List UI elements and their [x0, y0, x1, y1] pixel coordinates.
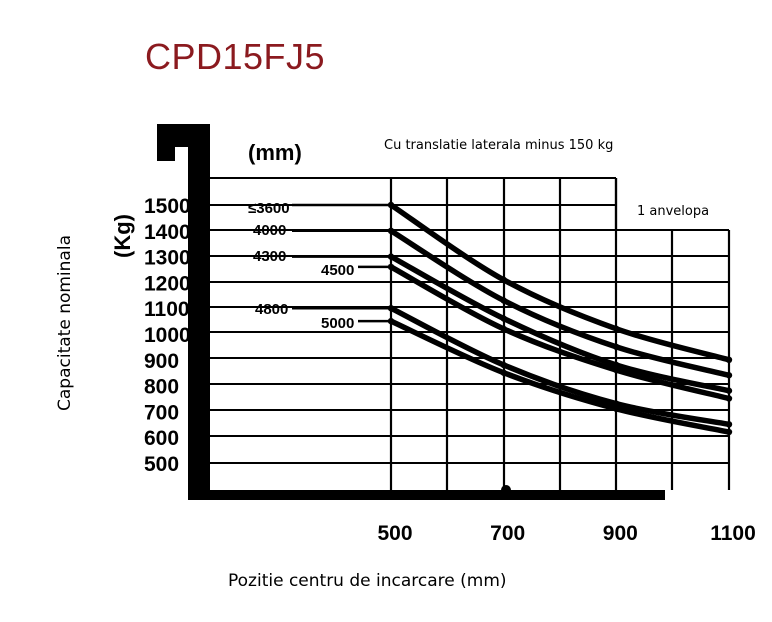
series-line [388, 305, 732, 428]
chart-series [292, 201, 733, 436]
series-line [388, 228, 732, 379]
side-shift-note: Cu translatie laterala minus 150 kg [384, 138, 614, 153]
series-label: 4800 [255, 301, 288, 318]
y-tick-label: 1200 [144, 272, 191, 295]
y-tick-label: 800 [144, 376, 179, 399]
data-point [613, 343, 620, 351]
mast-frame [157, 124, 665, 500]
axis-marker [501, 485, 511, 495]
x-tick-label: 500 [377, 522, 412, 545]
data-point [725, 421, 733, 428]
x-tick-label: 1100 [710, 522, 756, 545]
data-point [500, 325, 507, 333]
data-point [500, 361, 507, 369]
y-tick-label: 700 [144, 401, 179, 424]
data-point [500, 276, 507, 284]
series-label: 4500 [321, 262, 354, 279]
data-point [725, 395, 733, 402]
y-tick-label: 1300 [144, 247, 191, 270]
chart-labels: 1500140013001200110010009008007006005005… [144, 195, 756, 545]
chart-title: CPD15FJ5 [145, 36, 326, 77]
y-tick-label: 900 [144, 350, 179, 373]
x-tick-label: 700 [490, 522, 525, 545]
mm-unit-label: (mm) [248, 140, 302, 165]
data-point [613, 361, 620, 369]
series-line [388, 202, 732, 363]
data-point [725, 372, 733, 379]
x-axis-label: Pozitie centru de incarcare (mm) [228, 571, 507, 591]
series-line [388, 253, 732, 394]
data-point [500, 369, 507, 376]
series-label: 5000 [321, 315, 354, 332]
series-label: ≤3600 [248, 200, 290, 217]
data-point [500, 315, 507, 322]
y-tick-label: 1100 [144, 298, 190, 321]
data-point [613, 405, 620, 413]
y-tick-label: 600 [144, 427, 179, 450]
series-line [388, 318, 732, 435]
x-tick-label: 900 [603, 522, 638, 545]
tire-note: 1 anvelopa [637, 204, 710, 219]
kg-unit-label: (Kg) [110, 214, 135, 258]
data-point [725, 356, 733, 363]
y-tick-label: 500 [144, 453, 179, 476]
data-point [725, 428, 733, 436]
y-tick-label: 1400 [144, 221, 191, 244]
y-tick-label: 1500 [144, 195, 191, 218]
chart-grid [210, 177, 731, 490]
series-label: 4000 [253, 222, 286, 239]
data-point [725, 387, 733, 394]
data-point [613, 325, 620, 333]
data-point [500, 297, 507, 304]
y-tick-label: 1000 [144, 324, 191, 347]
data-point [613, 366, 620, 374]
series-line [388, 264, 732, 402]
data-point [613, 400, 620, 407]
series-label: 4300 [253, 248, 286, 265]
